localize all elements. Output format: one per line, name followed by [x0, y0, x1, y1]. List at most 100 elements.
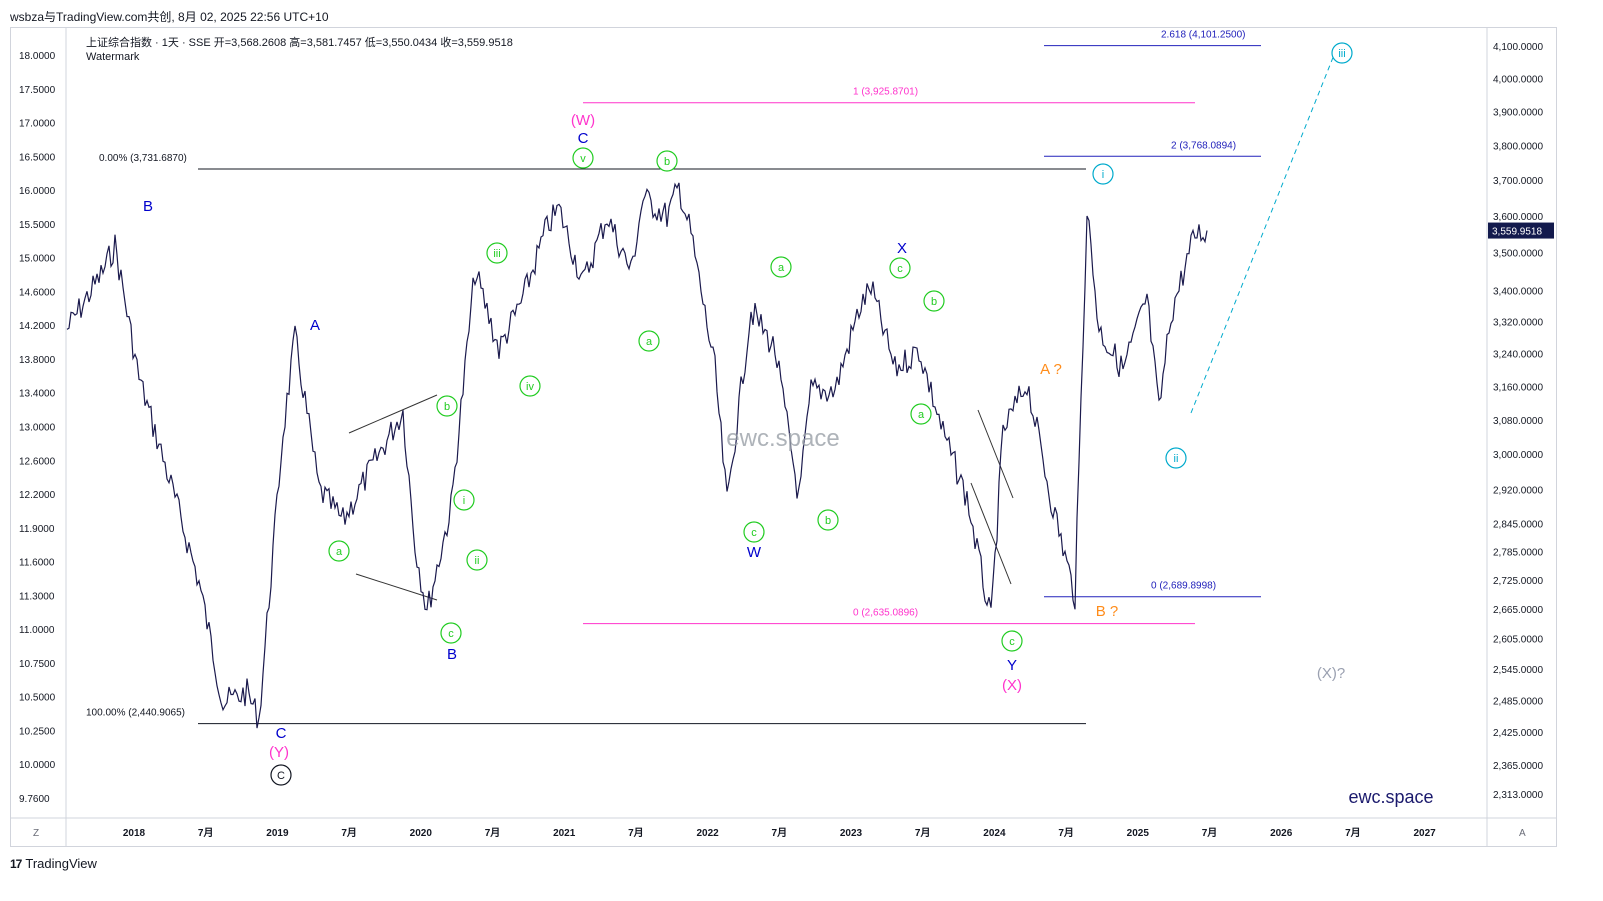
- time-axis-tick-label: 7月: [772, 827, 788, 839]
- wave-label-circle: [1165, 447, 1187, 469]
- left-axis-tick-label: 9.7600: [19, 794, 50, 805]
- right-axis-tick-label: 3,240.0000: [1493, 350, 1543, 361]
- wedge-trendline: [355, 573, 438, 601]
- auto-scale-button[interactable]: A: [1519, 828, 1526, 839]
- wave-label: C: [578, 130, 589, 147]
- wave-label-circle: [1001, 630, 1023, 652]
- wave-label-circle: [572, 147, 594, 169]
- left-axis-tick-label: 11.6000: [19, 558, 55, 569]
- wave-label: X: [897, 240, 907, 257]
- right-axis-tick-label: 2,313.0000: [1493, 790, 1543, 801]
- chart-frame[interactable]: 4,100.0000 4,000.0000 3,900.0000 3,800.0000…: [10, 27, 1557, 847]
- time-axis-tick-label: 7月: [628, 827, 644, 839]
- wave-label-circle: [453, 489, 475, 511]
- left-axis-tick-label: 13.8000: [19, 355, 56, 366]
- right-axis-tick-label: 3,000.0000: [1493, 450, 1543, 461]
- wave-label: c: [751, 527, 757, 539]
- last-price-tag: [1488, 222, 1554, 239]
- wave-label: a: [918, 409, 925, 421]
- wave-label-circle: [770, 256, 792, 278]
- brand-name: TradingView: [25, 856, 97, 871]
- watermark-legend: Watermark: [86, 51, 140, 63]
- wave-label: (X): [1002, 677, 1022, 694]
- left-axis-tick-label: 10.0000: [19, 760, 56, 771]
- left-axis-tick-label: 17.0000: [19, 119, 56, 130]
- right-axis-tick-label: 2,785.0000: [1493, 547, 1543, 558]
- fib-level-label: 100.00% (2,440.9065): [86, 708, 185, 719]
- left-axis-tick-label: 18.0000: [19, 51, 56, 62]
- fib-level-label: 0 (2,689.8998): [1151, 581, 1216, 592]
- wave-label-circle: [486, 242, 508, 264]
- wave-label: b: [444, 401, 450, 413]
- left-axis-tick-label: 12.2000: [19, 490, 56, 501]
- left-axis-tick-label: 13.4000: [19, 389, 56, 400]
- time-axis-tick-label: 7月: [198, 827, 214, 839]
- tradingview-logo-icon: 17: [10, 856, 22, 871]
- time-axis-tick-label: 7月: [341, 827, 357, 839]
- wave-label: c: [897, 263, 903, 275]
- time-axis-tick-label: 7月: [1202, 827, 1218, 839]
- wave-label: v: [580, 153, 586, 165]
- wave-label: (X)?: [1317, 665, 1345, 682]
- fib-level-label: 1 (3,925.8701): [853, 87, 918, 98]
- price-chart[interactable]: 4,100.0000 4,000.0000 3,900.0000 3,800.0000…: [11, 28, 1556, 846]
- wave-label-circle: [436, 395, 458, 417]
- symbol-legend: 上证综合指数 · 1天 · SSE 开=3,568.2608 高=3,581.7…: [86, 37, 513, 49]
- time-axis-tick-label: 7月: [1345, 827, 1361, 839]
- wave-label: iv: [526, 381, 534, 393]
- wedge-trendline: [977, 409, 1014, 499]
- time-axis-tick-label: 2022: [696, 828, 719, 839]
- wave-label: i: [1102, 169, 1104, 181]
- center-watermark: ewc.space: [726, 425, 839, 452]
- left-axis-tick-label: 10.2500: [19, 726, 56, 737]
- right-axis-tick-label: 2,920.0000: [1493, 485, 1543, 496]
- right-axis-tick-label: 3,600.0000: [1493, 212, 1543, 223]
- wave-label: i: [463, 495, 465, 507]
- wave-label: (W): [571, 112, 595, 129]
- right-axis-tick-label: 2,725.0000: [1493, 576, 1543, 587]
- wave-label-circle: [270, 764, 292, 786]
- wave-label: b: [931, 296, 937, 308]
- wedge-trendline: [348, 394, 438, 434]
- time-axis-tick-label: 2026: [1270, 828, 1293, 839]
- fib-level-label: 0 (2,635.0896): [853, 608, 918, 619]
- wave-label: C: [276, 725, 287, 742]
- time-axis-tick-label: 2025: [1127, 828, 1150, 839]
- wedge-trendline: [970, 482, 1012, 585]
- wave-label: c: [1009, 636, 1015, 648]
- wave-label: a: [778, 262, 785, 274]
- time-axis-tick-label: 2027: [1413, 828, 1436, 839]
- wave-label-circle: [1331, 42, 1353, 64]
- wave-label: B: [447, 646, 457, 663]
- wave-label: C: [277, 770, 285, 782]
- right-axis-tick-label: 4,100.0000: [1493, 42, 1543, 53]
- wave-label-circle: [923, 290, 945, 312]
- left-axis-tick-label: 16.0000: [19, 186, 56, 197]
- corner-watermark: ewc.space: [1348, 787, 1433, 807]
- right-axis-tick-label: 3,700.0000: [1493, 176, 1543, 187]
- last-price-label: 3,559.9518: [1492, 227, 1542, 238]
- wave-label: a: [646, 336, 653, 348]
- left-axis-tick-label: 14.2000: [19, 321, 56, 332]
- right-axis-tick-label: 3,160.0000: [1493, 382, 1543, 393]
- right-axis-tick-label: 3,080.0000: [1493, 416, 1543, 427]
- wave-label: iii: [493, 248, 500, 260]
- wave-label: A: [310, 317, 320, 334]
- zoom-toggle-button[interactable]: Z: [33, 828, 40, 839]
- time-axis-tick-label: 7月: [485, 827, 501, 839]
- right-axis-tick-label: 3,800.0000: [1493, 141, 1543, 152]
- wave-label-circle: [466, 549, 488, 571]
- wave-label-circle: [440, 622, 462, 644]
- header-attribution: wsbza与TradingView.com共创, 8月 02, 2025 22:…: [10, 10, 329, 24]
- right-axis-tick-label: 3,900.0000: [1493, 107, 1543, 118]
- right-axis-tick-label: 3,400.0000: [1493, 287, 1543, 298]
- right-axis-tick-label: 2,485.0000: [1493, 696, 1543, 707]
- time-axis-tick-label: 2021: [553, 828, 576, 839]
- fib-level-label: 2.618 (4,101.2500): [1161, 30, 1246, 41]
- left-axis-tick-label: 11.3000: [19, 591, 55, 602]
- wave-label-circle: [519, 375, 541, 397]
- left-axis-tick-label: 11.9000: [19, 524, 55, 535]
- left-axis-tick-label: 10.5000: [19, 693, 56, 704]
- time-axis-tick-label: 7月: [915, 827, 931, 839]
- time-axis-tick-label: 2024: [983, 828, 1006, 839]
